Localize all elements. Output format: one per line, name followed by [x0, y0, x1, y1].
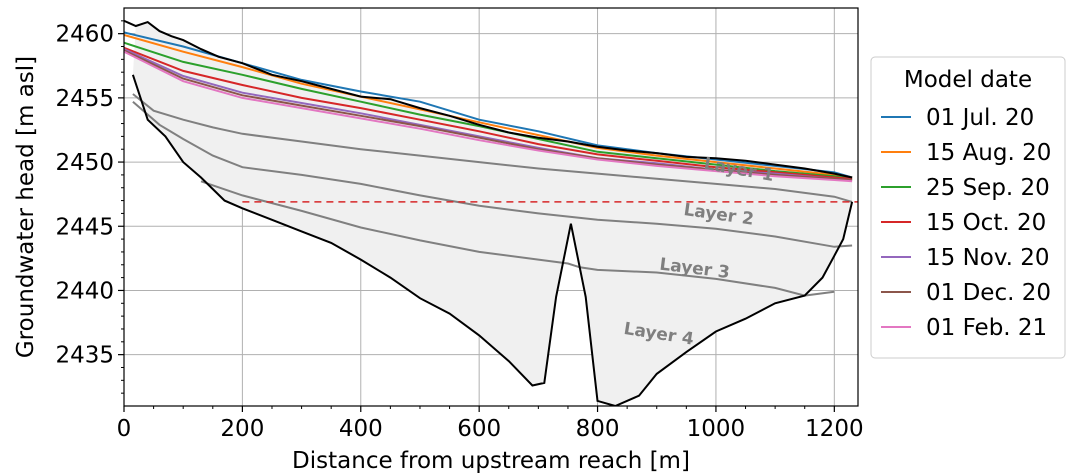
bedrock-line [131, 74, 854, 406]
aquifer-fill [132, 22, 853, 406]
y-tick-label: 2455 [55, 86, 114, 112]
y-axis-label: Groundwater head [m asl] [13, 56, 39, 358]
legend-label-1: 01 Jul. 20 [926, 105, 1034, 131]
layer-boundary-3 [200, 180, 835, 297]
layer-boundary-2 [132, 100, 853, 248]
series-line-2 [124, 34, 853, 179]
y-tick-label: 2450 [55, 150, 114, 176]
legend-label-5: 15 Nov. 20 [926, 245, 1050, 271]
series-line-7 [124, 50, 853, 183]
x-tick-label: 800 [576, 416, 620, 442]
x-tick-label: 1200 [805, 416, 864, 442]
y-tick-label: 2460 [55, 22, 114, 48]
x-tick-label: 600 [457, 416, 501, 442]
ground-surface-line [124, 19, 853, 179]
legend: Model date 01 Jul. 20 15 Aug. 20 25 Sep. 2… [870, 56, 1066, 359]
plot-frame [123, 7, 859, 407]
layer-boundary-1 [132, 93, 853, 203]
x-tick-label: 0 [117, 416, 132, 442]
series-line-5 [124, 48, 853, 181]
x-tick-label: 400 [339, 416, 383, 442]
legend-label-6: 01 Dec. 20 [926, 280, 1051, 306]
legend-label-2: 15 Aug. 20 [926, 140, 1051, 166]
legend-title: Model date [904, 67, 1032, 93]
y-tick-label: 2445 [55, 214, 114, 240]
series-line-1 [124, 31, 853, 179]
legend-label-4: 15 Oct. 20 [926, 210, 1046, 236]
legend-box [870, 56, 1066, 359]
axis-ticks: 0 200 400 600 800 1000 1200 2435 2440 2445 2450 245… [55, 20, 864, 442]
y-tick-label: 2440 [55, 278, 114, 304]
x-tick-label: 200 [220, 416, 264, 442]
x-tick-label: 1000 [687, 416, 746, 442]
y-tick-label: 2435 [55, 343, 114, 369]
series-line-6 [124, 49, 853, 181]
legend-label-7: 01 Feb. 21 [926, 315, 1047, 341]
x-axis-label: Distance from upstream reach [m] [292, 448, 690, 474]
series-line-4 [124, 46, 853, 180]
legend-label-3: 25 Sep. 20 [926, 175, 1050, 201]
